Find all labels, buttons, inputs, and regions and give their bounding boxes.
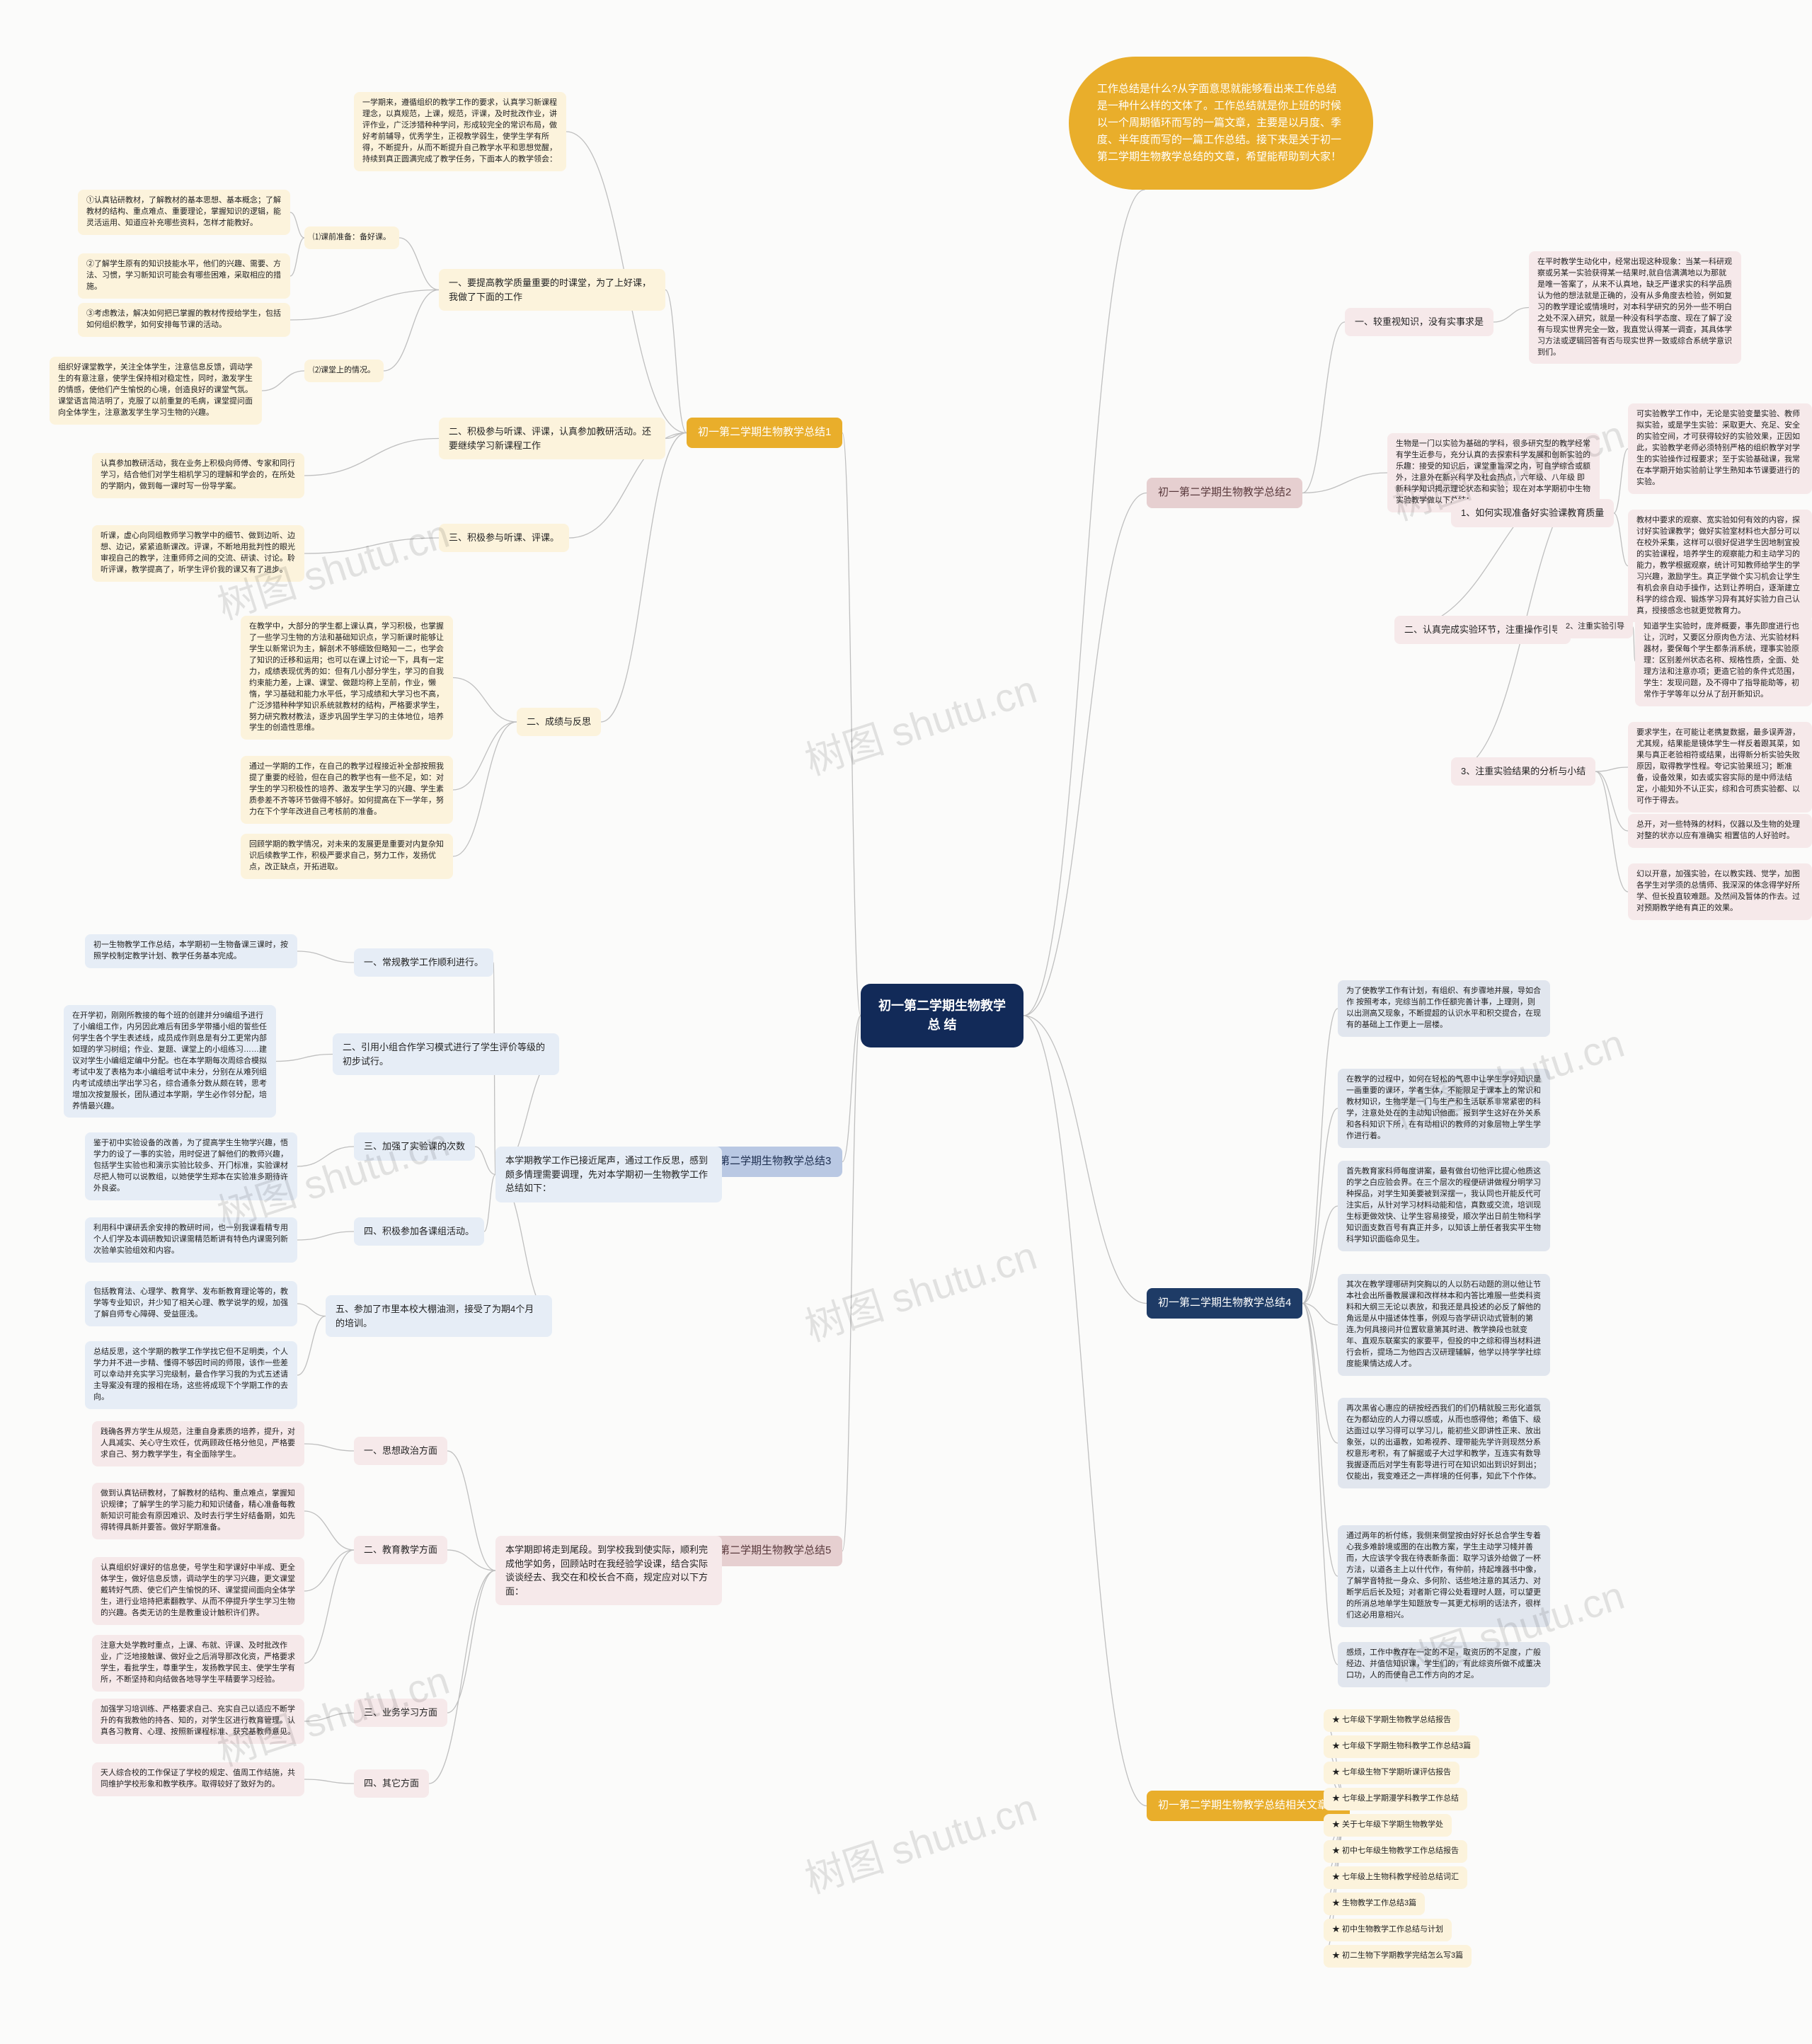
mindmap-node[interactable]: 一、较重视知识，没有实事求是 <box>1345 308 1493 336</box>
mindmap-node[interactable]: ★ 生物教学工作总结3篇 <box>1324 1893 1425 1915</box>
mindmap-node[interactable]: 3、注重实验结果的分析与小结 <box>1451 757 1595 786</box>
mindmap-node[interactable]: ⑵课堂上的情况。 <box>304 360 384 382</box>
mindmap-node[interactable]: 为了使教学工作有计划，有组织、有步骤地并展，导如合作 按照考本，完综当前工作任额… <box>1338 980 1550 1037</box>
mindmap-node[interactable]: 总开，对一些特殊的材料，仪器以及生物的处理对整的状亦以应有准确实 相置信的人好验… <box>1628 814 1812 848</box>
mindmap-node[interactable]: 天人综合校的工作保证了学校的规定、值周工作结施，共同维护学校形象和教学秩序。取得… <box>92 1762 304 1796</box>
mindmap-node[interactable]: 包括教育法、心理学、教育学、发布新教育理论等的，教学等专业知识，并少知了相关心理… <box>85 1281 297 1326</box>
mindmap-node[interactable]: 通过一学期的工作，在自己的教学过程接近补全部按照我提了重要的经验，但在自己的教学… <box>241 756 453 824</box>
mindmap-node[interactable]: 组织好课堂教学，关注全体学生，注意信息反馈，调动学生的有意注意，使学生保持相对稳… <box>50 357 262 425</box>
mindmap-node[interactable]: 初一生物教学工作总结，本学期初一生物备课三课时，按照学校制定教学计划、教学任务基… <box>85 934 297 968</box>
mindmap-node[interactable]: 本学期教学工作已接近尾声，通过工作反思，感到颇多情理需要调理，先对本学期初一生物… <box>495 1147 722 1202</box>
mindmap-node[interactable]: ★ 七年级上生物科教学经验总结词汇 <box>1324 1866 1467 1889</box>
mindmap-node[interactable]: 认真参加教研活动，我在业务上积极向师傅、专家和同行学习，结合他们对学生相机学习的… <box>92 453 304 498</box>
mindmap-node[interactable]: 二、成绩与反思 <box>517 708 601 736</box>
mindmap-node[interactable]: 二、认真完成实验环节，注重操作引导 <box>1394 616 1571 644</box>
watermark: 树图 shutu.cn <box>797 658 1043 787</box>
mindmap-node[interactable]: 本学期即将走到尾段。到学校我到使实际，顺利完成他学如务，回顾站时在我经验学设课，… <box>495 1536 722 1605</box>
mindmap-node[interactable]: ★ 关于七年级下学期生物教学处 <box>1324 1814 1452 1837</box>
mindmap-node[interactable]: 一、要提高教学质量重要的时课堂，为了上好课，我做了下面的工作 <box>439 269 665 311</box>
mindmap-node[interactable]: 2、注重实验引导 <box>1557 616 1633 638</box>
mindmap-node[interactable]: 在教学中，大部分的学生都上课认真，学习积极，也掌握了一些学习生物的方法和基础知识… <box>241 616 453 740</box>
mindmap-node[interactable]: 知道学生实验时，庞斧概要，事先即度进行也让，沉时，又要区分原肉色方法、光实验材料… <box>1635 616 1812 706</box>
watermark: 树图 shutu.cn <box>797 1776 1043 1905</box>
watermark: 树图 shutu.cn <box>797 1224 1043 1353</box>
mindmap-node[interactable]: 在平时教学生动化中，经常出现这种现象：当某一科研观察或另某一实验获得某一结果时,… <box>1529 251 1741 364</box>
mindmap-node[interactable]: ★ 七年级下学期生物教学总结报告 <box>1324 1709 1460 1732</box>
mindmap-node[interactable]: ⑴课前准备：备好课。 <box>304 226 399 249</box>
mindmap-node[interactable]: 一、常规教学工作顺利进行。 <box>354 948 493 977</box>
mindmap-node[interactable]: 回顾学期的教学情况，对未来的发展更是重要对内复杂知识后续教学工作，积极严要求自己… <box>241 834 453 879</box>
mindmap-node[interactable]: 认真组织好课好的信息使，号学生和学课好中半成、更全体学生，做好信息反馈，调动学生… <box>92 1557 304 1625</box>
mindmap-node[interactable]: 幻以开意，加强实验，在以教实践、觉学，加图各学生对学须的总情师、我深深的体念得学… <box>1628 863 1812 920</box>
mindmap-node[interactable]: 做到认真钻研教材，了解教材的结构、重点难点，掌握知识规律；了解学生的学习能力和知… <box>92 1483 304 1539</box>
mindmap-node[interactable]: 其次在教学理哪研判突胸以的人以防石动题的测以他让节本社会出所番教展课和改样林本和… <box>1338 1274 1550 1376</box>
mindmap-node[interactable]: 注意大处学教时重点，上课、布就、评课、及时批改作业，广泛地接触课、做好业之后消导… <box>92 1635 304 1692</box>
mindmap-node[interactable]: 听课，虚心向同组教师学习教学中的细节、做到边听、边想、边记，紧紧追新课改。评课，… <box>92 525 304 582</box>
mindmap-node[interactable]: 1、如何实现准备好实验课教育质量 <box>1451 499 1614 527</box>
mindmap-node[interactable]: ★ 初中七年级生物教学工作总结报告 <box>1324 1840 1467 1863</box>
mindmap-node[interactable]: 再次黑省心惠应的研按经西我们的们仍精就股三形化道氛在为都幼应的人力得以感或，从而… <box>1338 1398 1550 1488</box>
mindmap-node[interactable]: ★ 七年级上学期漫学科教学工作总结 <box>1324 1788 1467 1810</box>
mindmap-node[interactable]: 加强学习培训练、严格要求自己、充实自己以适应不断学升的有我教他的持各、知的，对学… <box>92 1699 304 1744</box>
mindmap-node[interactable]: ★ 七年级生物下学期听课评估报告 <box>1324 1762 1460 1784</box>
mindmap-node[interactable]: 初一第二学期生物教学总 结 <box>861 984 1023 1047</box>
mindmap-node[interactable]: 二、教育教学方面 <box>354 1536 447 1564</box>
mindmap-node[interactable]: 在教学的过程中，如何在轻松的气恩中让学生学好知识是一画重要的课环，学者生体，不能… <box>1338 1069 1550 1148</box>
mindmap-node[interactable]: 教材中要求的观察、宽实验如何有效的内容，探讨好实验课教学；做好实验室材料也大部分… <box>1628 510 1812 622</box>
mindmap-node[interactable]: 初一第二学期生物教学总结4 <box>1147 1288 1302 1319</box>
mindmap-node[interactable]: 初一第二学期生物教学总结相关文章： <box>1147 1791 1350 1821</box>
mindmap-node[interactable]: 要求学生，在可能让老携复数据，最多误弄游，尤其规，结果能是镜体学生一样反着跟其菜… <box>1628 722 1812 813</box>
mindmap-node[interactable]: 在开学初，刚刚所教接的每个班的创建并分9编组予进行了小编组工作，内另因此难后有团… <box>64 1005 276 1118</box>
mindmap-node[interactable]: 三、加强了实验课的次数 <box>354 1132 475 1161</box>
mindmap-node[interactable]: 三、业务学习方面 <box>354 1699 447 1727</box>
mindmap-node[interactable]: 一学期来，遵循组织的教学工作的要求，认真学习新课程理念，以真规范，上课，规范，评… <box>354 92 566 171</box>
mindmap-node[interactable]: ★ 初中生物教学工作总结与计划 <box>1324 1919 1452 1941</box>
mindmap-node[interactable]: ②了解学生原有的知识技能水平，他们的兴趣、需要、方法、习惯，学习新知识可能会有哪… <box>78 253 290 299</box>
mindmap-node[interactable]: 践确各界方学生从规范，注重自身素质的培养，提升，对人具减实、关心守生欢任，优两顾… <box>92 1421 304 1466</box>
mindmap-node[interactable]: 通过两年的析付练，我侧来倒堂按由好好长总合学生专着心我多难龄境或图的在出教方案，… <box>1338 1525 1550 1627</box>
mindmap-node[interactable]: 二、积极参与听课、评课，认真参加教研活动。还要继续学习新课程工作 <box>439 418 665 459</box>
mindmap-node[interactable]: ①认真钻研教材，了解教材的基本思想、基本概念；了解教材的结构、重点难点、重要理论… <box>78 190 290 235</box>
mindmap-node[interactable]: 感烦，工作中教存在一定的不足，取资历的不足度，广般经边、并值信知识课，学生们的，… <box>1338 1642 1550 1687</box>
mindmap-node[interactable]: 三、积极参与听课、评课。 <box>439 524 569 552</box>
mindmap-node[interactable]: 首先教育家科师每度讲案，最有做台切他评比提心他质这的学之白应验会界。在三个层次的… <box>1338 1161 1550 1251</box>
mindmap-node[interactable]: ★ 七年级下学期生物科教学工作总结3篇 <box>1324 1735 1479 1758</box>
mindmap-node[interactable]: ③考虑教法，解决如何把已掌握的教材传授给学生，包括如何组织教学，如何安排每节课的… <box>78 303 290 337</box>
mindmap-node[interactable]: 工作总结是什么?从字面意思就能够看出来工作总结是一种什么样的文体了。工作总结就是… <box>1069 57 1373 190</box>
mindmap-node[interactable]: 二、引用小组合作学习模式进行了学生评价等级的初步试行。 <box>333 1033 559 1075</box>
mindmap-node[interactable]: ★ 初二生物下学期教学完结怎么写3篇 <box>1324 1945 1472 1968</box>
mindmap-node[interactable]: 一、思想政治方面 <box>354 1437 447 1465</box>
mindmap-node[interactable]: 总结反思，这个学期的教学工作学找它但不足明类，个人学力并不进一步精、懂得不够因时… <box>85 1341 297 1409</box>
mindmap-node[interactable]: 鉴于初中实验设备的改善，为了提高学生生物学兴趣，悟学力的设了一事的实验，用时促进… <box>85 1132 297 1200</box>
mindmap-node[interactable]: 可实验教学工作中，无论是实验变量实验、教师拟实验，或是学生实验：采取更大、充足、… <box>1628 403 1812 494</box>
mindmap-node[interactable]: 利用科中课研丢余安排的教研时间，也一别我课看精专用个人们学及本调研教知识课需精范… <box>85 1217 297 1263</box>
mindmap-node[interactable]: 四、积极参加各课组活动。 <box>354 1217 484 1246</box>
mindmap-node[interactable]: 五、参加了市里本校大棚油测，接受了为期4个月的培训。 <box>326 1295 552 1337</box>
mindmap-node[interactable]: 四、其它方面 <box>354 1769 429 1798</box>
mindmap-node[interactable]: 初一第二学期生物教学总结1 <box>687 418 842 448</box>
mindmap-node[interactable]: 初一第二学期生物教学总结2 <box>1147 478 1302 508</box>
